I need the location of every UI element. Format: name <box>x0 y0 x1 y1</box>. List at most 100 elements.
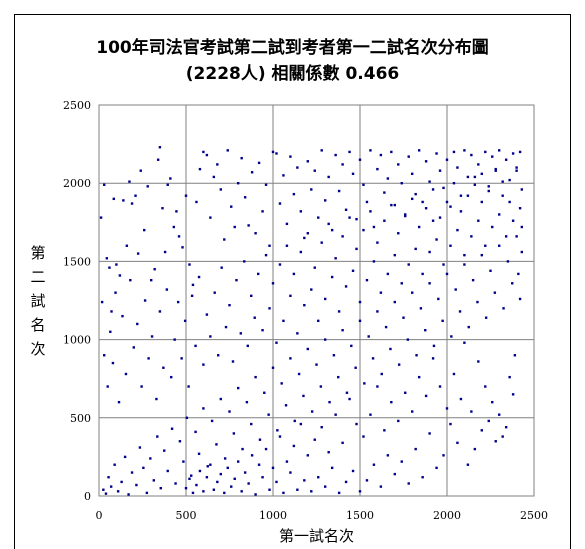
scatter-point <box>324 199 327 202</box>
scatter-point <box>376 385 379 388</box>
scatter-point <box>250 171 254 174</box>
scatter-point <box>404 214 407 218</box>
scatter-point <box>136 252 140 255</box>
scatter-point <box>404 391 407 394</box>
scatter-point <box>458 310 462 313</box>
scatter-point <box>146 185 149 188</box>
scatter-point <box>348 150 351 154</box>
scatter-point <box>285 460 289 463</box>
scatter-point <box>501 194 504 197</box>
scatter-point <box>111 361 115 365</box>
scatter-point <box>210 419 214 423</box>
scatter-point <box>489 269 492 272</box>
scatter-point <box>417 375 421 379</box>
scatter-point <box>337 375 340 379</box>
scatter-point <box>129 278 132 282</box>
scatter-point <box>341 163 344 166</box>
scatter-point <box>282 319 285 323</box>
scatter-point <box>390 150 393 154</box>
scatter-point <box>498 244 501 247</box>
scatter-point <box>365 479 369 482</box>
scatter-point <box>463 341 466 344</box>
scatter-point <box>278 435 282 438</box>
scatter-point <box>484 244 487 247</box>
scatter-point <box>362 183 365 186</box>
scatter-point <box>122 199 125 202</box>
scatter-point <box>380 372 383 376</box>
scatter-point <box>487 419 490 423</box>
scatter-point <box>341 441 344 445</box>
scatter-point <box>414 247 417 251</box>
scatter-point <box>513 354 517 357</box>
scatter-point <box>362 435 365 438</box>
scatter-point <box>99 216 103 219</box>
scatter-point <box>299 250 303 254</box>
scatter-point <box>411 291 414 294</box>
scatter-point <box>421 200 424 204</box>
scatter-point <box>442 263 445 266</box>
scatter-point <box>158 146 162 149</box>
scatter-point <box>237 182 240 185</box>
scatter-point <box>379 153 383 157</box>
scatter-point <box>123 455 127 459</box>
scatter-point <box>402 316 405 319</box>
grid-lines <box>99 105 534 496</box>
scatter-point <box>520 188 524 191</box>
scatter-point <box>258 438 262 441</box>
scatter-point <box>276 429 279 432</box>
scatter-point <box>140 385 143 388</box>
scatter-point <box>379 291 383 294</box>
scatter-point <box>107 476 110 479</box>
scatter-point <box>431 219 435 222</box>
scatter-point <box>103 354 106 357</box>
scatter-point <box>428 282 431 285</box>
y-tick-label: 500 <box>70 412 91 425</box>
y-tick-label: 0 <box>84 490 91 503</box>
scatter-point <box>147 357 150 360</box>
scatter-point <box>278 202 282 205</box>
scatter-point <box>393 472 396 476</box>
scatter-point <box>477 360 480 363</box>
scatter-point <box>118 274 122 277</box>
scatter-point <box>327 222 330 226</box>
scatter-point <box>194 344 197 348</box>
y-axis-label-char: 名 <box>30 316 45 334</box>
scatter-point <box>194 430 197 434</box>
scatter-point <box>334 413 337 416</box>
scatter-point <box>257 161 261 165</box>
scatter-point <box>390 400 393 404</box>
scatter-point <box>337 189 341 193</box>
scatter-point <box>250 454 254 457</box>
scatter-point <box>431 357 435 360</box>
scatter-point <box>303 479 306 482</box>
scatter-point <box>397 419 400 423</box>
scatter-point <box>198 167 202 171</box>
scatter-point <box>438 385 442 388</box>
scatter-point <box>442 186 445 190</box>
scatter-point <box>150 335 154 338</box>
scatter-point <box>275 480 278 484</box>
scatter-point <box>515 235 518 238</box>
scatter-point <box>480 200 483 204</box>
scatter-point <box>334 257 337 260</box>
scatter-point <box>310 490 313 493</box>
scatter-point <box>117 400 121 404</box>
scatter-point <box>494 167 497 171</box>
scatter-point <box>170 427 174 430</box>
scatter-point <box>376 241 379 244</box>
y-axis-label-char: 次 <box>30 340 45 358</box>
scatter-point <box>445 407 449 410</box>
scatter-point <box>220 266 223 269</box>
scatter-point <box>520 250 524 254</box>
scatter-point <box>264 253 268 257</box>
scatter-point <box>354 366 357 369</box>
scatter-point <box>263 391 266 394</box>
scatter-point <box>421 476 424 479</box>
scatter-point <box>310 188 313 191</box>
scatter-point <box>358 319 362 323</box>
scatter-point <box>232 432 236 435</box>
scatter-point <box>470 235 473 238</box>
scatter-point <box>175 210 178 213</box>
scatter-point <box>320 149 323 152</box>
scatter-point <box>393 300 396 304</box>
